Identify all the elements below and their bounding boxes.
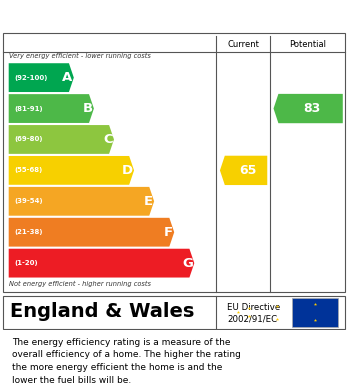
Text: (1-20): (1-20) bbox=[14, 260, 38, 266]
Polygon shape bbox=[9, 63, 74, 92]
Polygon shape bbox=[9, 94, 94, 123]
Text: 65: 65 bbox=[239, 164, 256, 177]
Polygon shape bbox=[9, 125, 114, 154]
Polygon shape bbox=[9, 218, 174, 247]
Polygon shape bbox=[9, 156, 134, 185]
Text: (69-80): (69-80) bbox=[14, 136, 42, 142]
Text: 83: 83 bbox=[304, 102, 321, 115]
Text: (81-91): (81-91) bbox=[14, 106, 42, 111]
Text: Very energy efficient - lower running costs: Very energy efficient - lower running co… bbox=[9, 52, 151, 59]
Text: England & Wales: England & Wales bbox=[10, 302, 194, 321]
Text: C: C bbox=[103, 133, 113, 146]
Polygon shape bbox=[9, 187, 154, 216]
Text: (39-54): (39-54) bbox=[14, 198, 42, 204]
Text: F: F bbox=[164, 226, 173, 239]
Text: Current: Current bbox=[227, 40, 259, 49]
Text: Not energy efficient - higher running costs: Not energy efficient - higher running co… bbox=[9, 282, 151, 287]
Text: B: B bbox=[82, 102, 93, 115]
Text: (55-68): (55-68) bbox=[14, 167, 42, 173]
Text: 2002/91/EC: 2002/91/EC bbox=[227, 314, 277, 323]
Text: E: E bbox=[144, 195, 153, 208]
Text: overall efficiency of a home. The higher the rating: overall efficiency of a home. The higher… bbox=[12, 350, 241, 359]
Bar bbox=[292, 298, 338, 327]
Text: lower the fuel bills will be.: lower the fuel bills will be. bbox=[12, 376, 132, 385]
Text: (21-38): (21-38) bbox=[14, 229, 42, 235]
Text: (92-100): (92-100) bbox=[14, 75, 47, 81]
Text: EU Directive: EU Directive bbox=[227, 303, 280, 312]
Text: Energy Efficiency Rating: Energy Efficiency Rating bbox=[9, 8, 219, 23]
Polygon shape bbox=[220, 156, 267, 185]
Text: A: A bbox=[62, 71, 72, 84]
Text: D: D bbox=[121, 164, 133, 177]
Text: The energy efficiency rating is a measure of the: The energy efficiency rating is a measur… bbox=[12, 338, 231, 347]
Polygon shape bbox=[274, 94, 343, 123]
Text: Potential: Potential bbox=[289, 40, 326, 49]
Text: G: G bbox=[182, 256, 193, 270]
Polygon shape bbox=[9, 249, 194, 278]
Text: the more energy efficient the home is and the: the more energy efficient the home is an… bbox=[12, 363, 223, 372]
